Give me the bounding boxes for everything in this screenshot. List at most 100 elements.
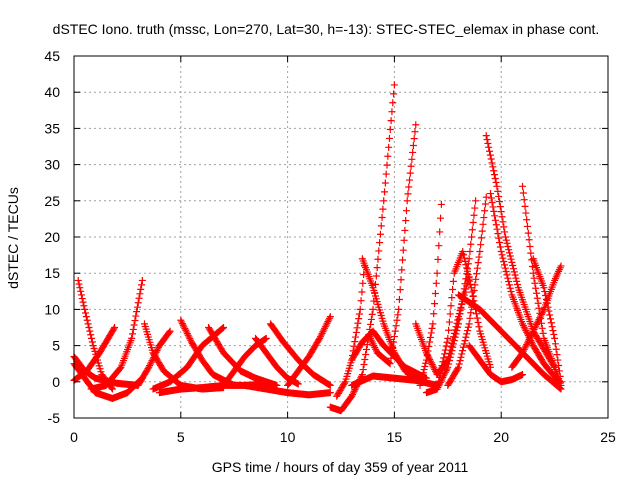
data-point: [319, 328, 327, 336]
data-point: [324, 318, 332, 326]
data-point: [495, 234, 503, 242]
data-point: [457, 353, 465, 361]
data-point: [437, 214, 445, 222]
data-point: [555, 367, 563, 375]
data-point: [450, 337, 458, 345]
data-point: [422, 359, 430, 367]
data-point: [503, 271, 511, 279]
data-point: [350, 387, 358, 395]
data-point: [111, 324, 119, 331]
data-point: [490, 171, 498, 179]
data-point: [430, 310, 438, 318]
data-point: [419, 369, 427, 377]
data-point: [522, 342, 530, 350]
data-point: [519, 182, 527, 190]
data-point: [372, 272, 380, 280]
data-point: [429, 320, 437, 328]
data-point: [530, 325, 538, 333]
data-point: [482, 193, 490, 201]
data-point: [385, 134, 393, 142]
data-point: [501, 228, 509, 236]
y-axis-label: dSTEC / TECUs: [5, 187, 21, 289]
series-24: [416, 200, 445, 389]
data-point: [457, 305, 465, 313]
data-point: [473, 314, 481, 322]
data-point: [385, 359, 393, 367]
data-point: [489, 163, 497, 171]
data-point: [556, 384, 564, 392]
data-point: [529, 327, 537, 335]
data-point: [504, 274, 512, 282]
data-point: [138, 281, 146, 289]
series-30: [465, 342, 527, 386]
data-point: [320, 326, 328, 334]
data-point: [553, 351, 561, 359]
y-tick-label: 40: [44, 84, 60, 100]
data-point: [472, 197, 480, 205]
data-point: [401, 226, 409, 234]
data-point: [472, 275, 480, 283]
data-point: [356, 305, 364, 313]
y-tick-label: 15: [44, 265, 60, 281]
data-point: [433, 269, 441, 277]
data-point: [355, 310, 363, 318]
data-point: [262, 334, 270, 342]
data-point: [490, 207, 498, 215]
data-point: [548, 323, 556, 331]
data-point: [180, 323, 188, 331]
data-point: [546, 311, 554, 319]
data-point: [491, 175, 499, 183]
data-point: [326, 389, 334, 397]
data-point: [503, 239, 511, 247]
data-point: [405, 183, 413, 191]
data-point: [361, 356, 369, 364]
data-point: [468, 226, 476, 234]
data-point: [135, 294, 143, 302]
data-point: [441, 350, 449, 358]
y-tick-label: 20: [44, 229, 60, 245]
data-point: [137, 285, 145, 293]
data-point: [459, 347, 467, 355]
data-point: [340, 379, 348, 387]
data-point: [439, 358, 447, 366]
y-tick-label: 5: [52, 338, 60, 354]
data-point: [359, 366, 367, 374]
data-point: [74, 276, 82, 284]
data-point: [505, 281, 513, 289]
data-point: [499, 218, 507, 226]
data-point: [456, 310, 464, 318]
data-point: [348, 392, 356, 400]
data-point: [452, 330, 460, 338]
data-point: [526, 242, 534, 250]
data-point: [533, 320, 541, 328]
data-point: [426, 333, 434, 341]
data-point: [431, 300, 439, 308]
data-point: [391, 327, 399, 335]
data-point: [375, 247, 383, 255]
data-point: [523, 339, 531, 347]
data-point: [467, 309, 475, 317]
data-point: [431, 289, 439, 297]
data-point: [362, 345, 370, 353]
data-point: [80, 302, 88, 310]
data-point: [441, 346, 449, 354]
data-point: [406, 169, 414, 177]
data-point: [181, 325, 189, 333]
data-point: [444, 363, 452, 371]
data-point: [520, 196, 528, 204]
data-point: [538, 324, 546, 332]
data-point: [474, 318, 482, 326]
data-point: [421, 362, 429, 370]
data-point: [466, 247, 474, 255]
data-point: [479, 220, 487, 228]
data-point: [393, 316, 401, 324]
data-point: [128, 330, 136, 338]
data-point: [422, 356, 430, 364]
data-point: [447, 350, 455, 358]
data-point: [530, 274, 538, 282]
series-34: [454, 291, 565, 393]
data-point: [454, 320, 462, 328]
data-point: [492, 221, 500, 229]
data-point: [555, 384, 563, 392]
